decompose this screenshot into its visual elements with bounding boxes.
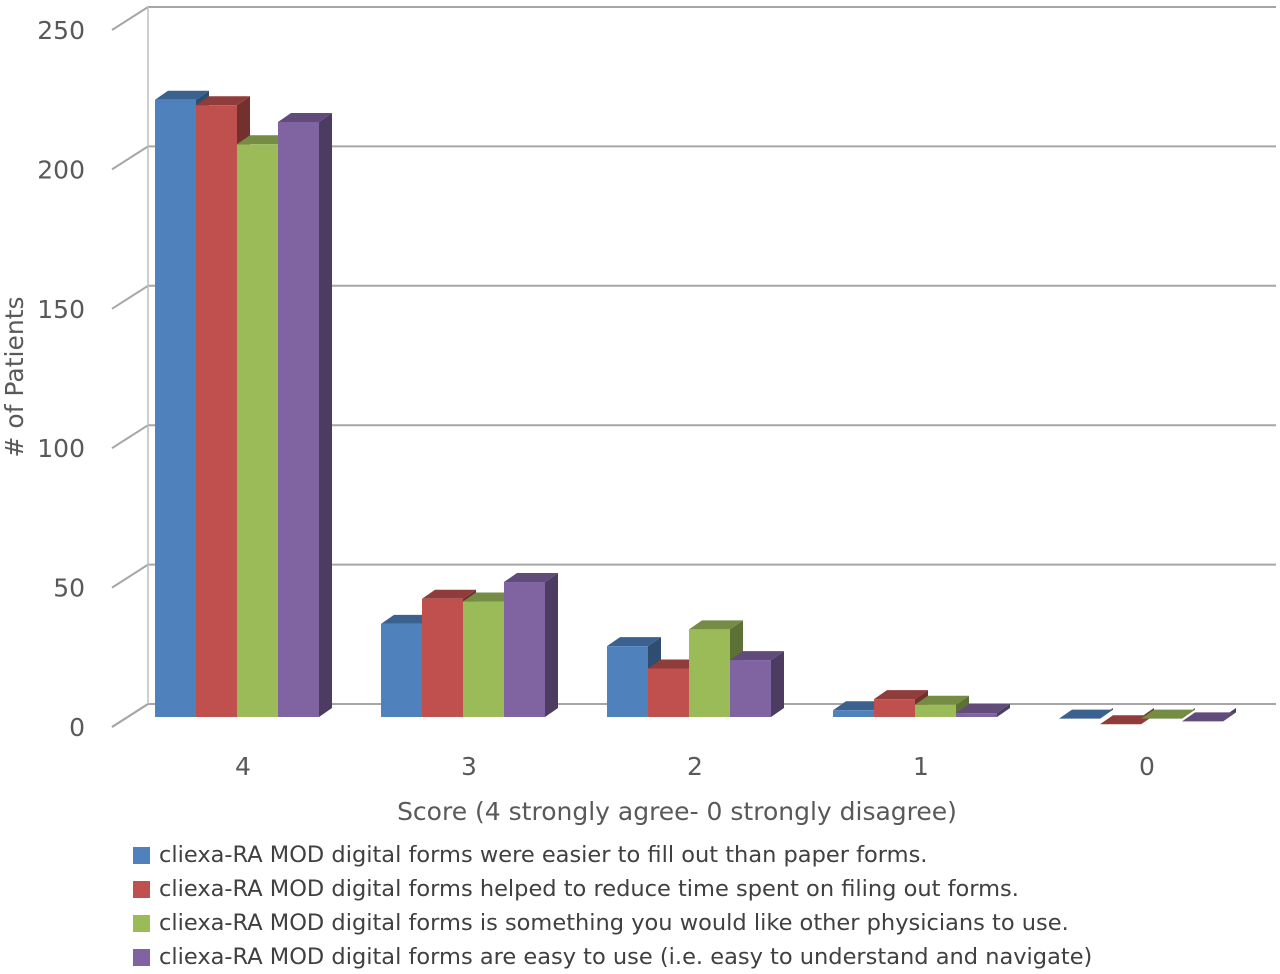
bar-front bbox=[237, 144, 278, 718]
bar-top bbox=[237, 135, 291, 145]
gridline-depth bbox=[111, 424, 149, 450]
bar-top bbox=[422, 589, 476, 599]
y-axis-ticks: 0 50 100 150 200 250 bbox=[37, 16, 85, 742]
bar-top bbox=[1182, 712, 1236, 722]
bar-top bbox=[196, 96, 250, 106]
legend-swatch bbox=[133, 880, 150, 898]
legend-label: cliexa-RA MOD digital forms helped to re… bbox=[159, 876, 1019, 902]
bar-chart: 0 50 100 150 200 250 4 3 2 1 0 # of Patients Scor… bbox=[0, 6, 1276, 826]
y-axis-title: # of Patients bbox=[0, 296, 29, 457]
bar-top bbox=[730, 651, 784, 661]
bar-top bbox=[1100, 715, 1154, 725]
gridline-depth bbox=[111, 6, 149, 31]
bar-side bbox=[545, 573, 558, 717]
bar-front bbox=[463, 601, 504, 717]
bar-front bbox=[956, 713, 997, 717]
bar-side bbox=[997, 704, 1010, 717]
bar-side bbox=[319, 113, 332, 717]
bar bbox=[730, 651, 784, 717]
bar-front bbox=[833, 710, 874, 717]
y-tick-label: 100 bbox=[37, 434, 85, 463]
bar-top bbox=[155, 90, 209, 100]
legend-label: cliexa-RA MOD digital forms were easier … bbox=[159, 842, 928, 868]
bar-front bbox=[155, 99, 196, 717]
bar-top bbox=[874, 690, 928, 700]
bar-top bbox=[1141, 709, 1195, 719]
bar-front bbox=[196, 105, 237, 717]
bar-top bbox=[833, 701, 887, 711]
bar-side bbox=[771, 651, 784, 717]
bar-front bbox=[874, 699, 915, 717]
x-tick-label: 3 bbox=[461, 752, 477, 781]
bar-front bbox=[689, 629, 730, 717]
legend-swatch bbox=[133, 846, 150, 864]
bars bbox=[155, 90, 1236, 725]
legend-item: cliexa-RA MOD digital forms is something… bbox=[133, 906, 1092, 940]
bar-front bbox=[648, 668, 689, 717]
legend-label: cliexa-RA MOD digital forms are easy to … bbox=[159, 944, 1093, 970]
bar-front bbox=[607, 646, 648, 717]
bar-top bbox=[915, 695, 969, 705]
legend-label: cliexa-RA MOD digital forms is something… bbox=[159, 910, 1069, 936]
bar-top bbox=[463, 592, 517, 602]
gridline-depth bbox=[111, 563, 149, 589]
bar-top bbox=[278, 113, 332, 123]
x-axis-ticks: 4 3 2 1 0 bbox=[235, 752, 1155, 781]
bar-top bbox=[381, 614, 435, 624]
bar-front bbox=[504, 582, 545, 717]
legend-item: cliexa-RA MOD digital forms helped to re… bbox=[133, 872, 1092, 906]
bar-top bbox=[504, 573, 558, 583]
bar bbox=[956, 704, 1010, 717]
y-tick-label: 0 bbox=[69, 713, 85, 742]
bar-top bbox=[607, 637, 661, 647]
bar-top bbox=[1059, 709, 1113, 719]
legend: cliexa-RA MOD digital forms were easier … bbox=[133, 838, 1092, 974]
bar-front bbox=[915, 704, 956, 717]
gridlines bbox=[111, 6, 1276, 728]
bar-front bbox=[422, 598, 463, 717]
bar-top bbox=[956, 704, 1010, 714]
legend-item: cliexa-RA MOD digital forms were easier … bbox=[133, 838, 1092, 872]
y-tick-label: 200 bbox=[37, 155, 85, 184]
bar-top bbox=[689, 620, 743, 630]
bar-front bbox=[730, 660, 771, 717]
legend-swatch bbox=[133, 948, 150, 966]
floor-edge bbox=[111, 703, 149, 728]
x-tick-label: 0 bbox=[1139, 752, 1155, 781]
x-tick-label: 4 bbox=[235, 752, 251, 781]
gridline-depth bbox=[111, 284, 149, 310]
bar bbox=[504, 573, 558, 717]
y-tick-label: 50 bbox=[53, 574, 85, 603]
gridline-depth bbox=[111, 145, 149, 171]
bar bbox=[1182, 708, 1236, 722]
x-axis-title: Score (4 strongly agree- 0 strongly disa… bbox=[397, 797, 957, 826]
bar-front bbox=[381, 623, 422, 717]
bar-front bbox=[278, 122, 319, 717]
y-tick-label: 250 bbox=[37, 16, 85, 45]
bar bbox=[1141, 708, 1195, 719]
legend-swatch bbox=[133, 914, 150, 932]
legend-item: cliexa-RA MOD digital forms are easy to … bbox=[133, 940, 1092, 974]
y-tick-label: 150 bbox=[37, 295, 85, 324]
bar-top bbox=[648, 659, 702, 669]
x-tick-label: 1 bbox=[913, 752, 929, 781]
bar bbox=[1059, 708, 1113, 719]
x-tick-label: 2 bbox=[687, 752, 703, 781]
bar bbox=[278, 113, 332, 717]
